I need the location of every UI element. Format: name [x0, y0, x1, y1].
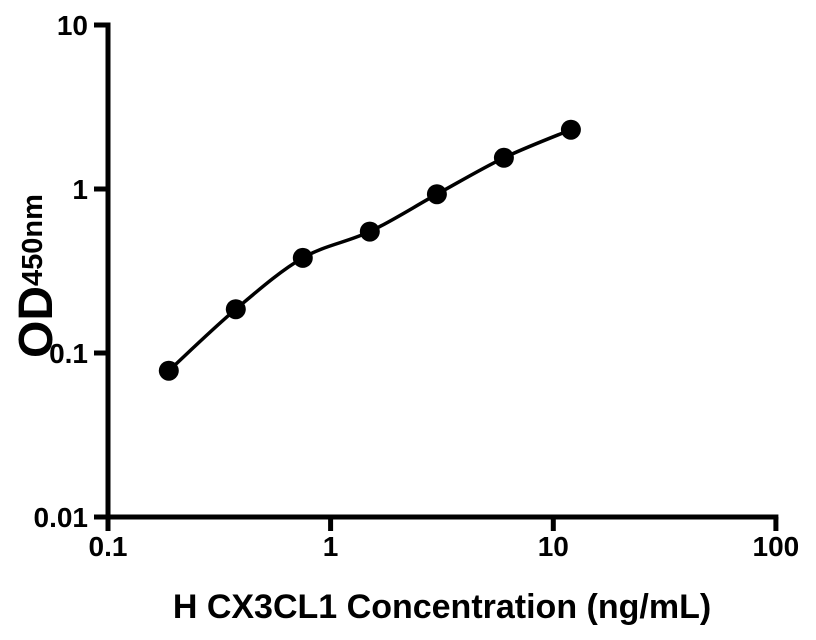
x-axis-title: H CX3CL1 Concentration (ng/mL) [173, 588, 711, 626]
tick-marks [94, 22, 779, 531]
y-tick-label: 10 [57, 10, 88, 41]
x-tick-label: 100 [753, 531, 800, 562]
y-tick-label: 0.1 [49, 338, 88, 369]
data-point-marker [426, 184, 447, 205]
x-tick-label: 1 [323, 531, 339, 562]
data-point-marker [158, 360, 179, 381]
data-point-marker [493, 147, 514, 168]
standard-curve-series [158, 119, 581, 381]
fit-curve [167, 128, 572, 372]
data-point-marker [225, 299, 246, 320]
y-tick-label: 0.01 [34, 502, 89, 533]
data-point-marker [359, 221, 380, 242]
y-axis-title-main: OD [10, 286, 63, 358]
x-tick-label: 0.1 [89, 531, 128, 562]
x-tick-label: 10 [538, 531, 569, 562]
data-point-marker [560, 119, 581, 140]
y-axis-title-subscript: 450nm [17, 194, 49, 286]
y-tick-label: 1 [72, 174, 88, 205]
y-axis-title: OD450nm [10, 194, 63, 358]
axis-spines [105, 22, 779, 520]
data-point-marker [292, 247, 313, 268]
